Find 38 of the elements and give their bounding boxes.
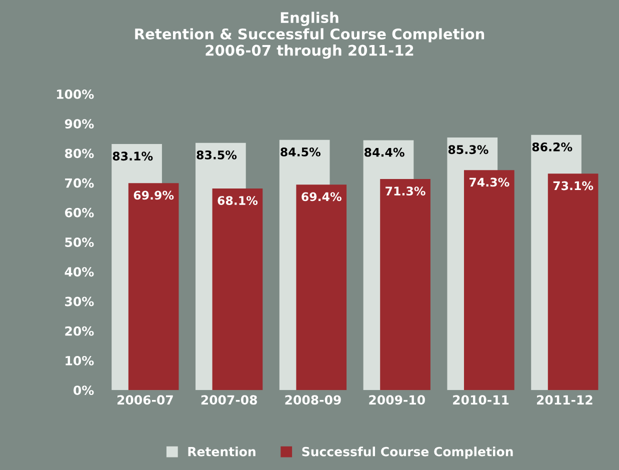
bar: [128, 183, 179, 390]
x-tick-label: 2009-10: [369, 395, 425, 405]
bar: [296, 184, 347, 390]
chart-title: English Retention & Successful Course Completion 2006-07 through 2011-12: [135, 12, 484, 59]
data-label: 73.1%: [553, 181, 594, 190]
x-tick-label: 2008-09: [285, 395, 341, 405]
data-label: 83.1%: [112, 152, 153, 161]
data-label: 69.9%: [134, 190, 174, 200]
y-tick-label: 0%: [74, 386, 94, 396]
bar: [380, 178, 430, 390]
x-tick-label: 2010-11: [453, 395, 509, 405]
y-tick-label: 90%: [64, 119, 94, 129]
y-tick-label: 20%: [65, 326, 94, 336]
data-label: 71.3%: [386, 186, 426, 196]
y-tick-label: 10%: [66, 356, 94, 366]
data-label: 83.5%: [196, 150, 237, 160]
bar: [548, 174, 598, 390]
data-label: 69.4%: [302, 192, 342, 202]
x-tick-label: 2006-07: [117, 395, 173, 405]
y-tick-label: 30%: [65, 296, 94, 306]
data-label: 86.2%: [532, 142, 572, 152]
bar: [464, 170, 514, 390]
data-label: 74.3%: [469, 178, 510, 187]
bar: [212, 188, 263, 390]
data-label: 84.5%: [280, 148, 320, 156]
data-label: 85.3%: [448, 145, 488, 154]
legend-label: Successful Course Completion: [302, 446, 513, 459]
y-tick-label: 60%: [65, 208, 94, 218]
y-tick-label: 100%: [56, 89, 94, 99]
y-tick-label: 80%: [65, 148, 94, 158]
legend-label: Retention: [188, 446, 256, 456]
y-tick-label: 50%: [65, 238, 94, 247]
x-tick-label: 2011-12: [536, 395, 592, 405]
data-label: 84.4%: [364, 148, 404, 157]
data-label: 68.1%: [218, 196, 258, 205]
x-tick-label: 2007-08: [201, 395, 257, 405]
y-tick-label: 70%: [65, 178, 94, 188]
y-tick-label: 40%: [64, 267, 94, 277]
